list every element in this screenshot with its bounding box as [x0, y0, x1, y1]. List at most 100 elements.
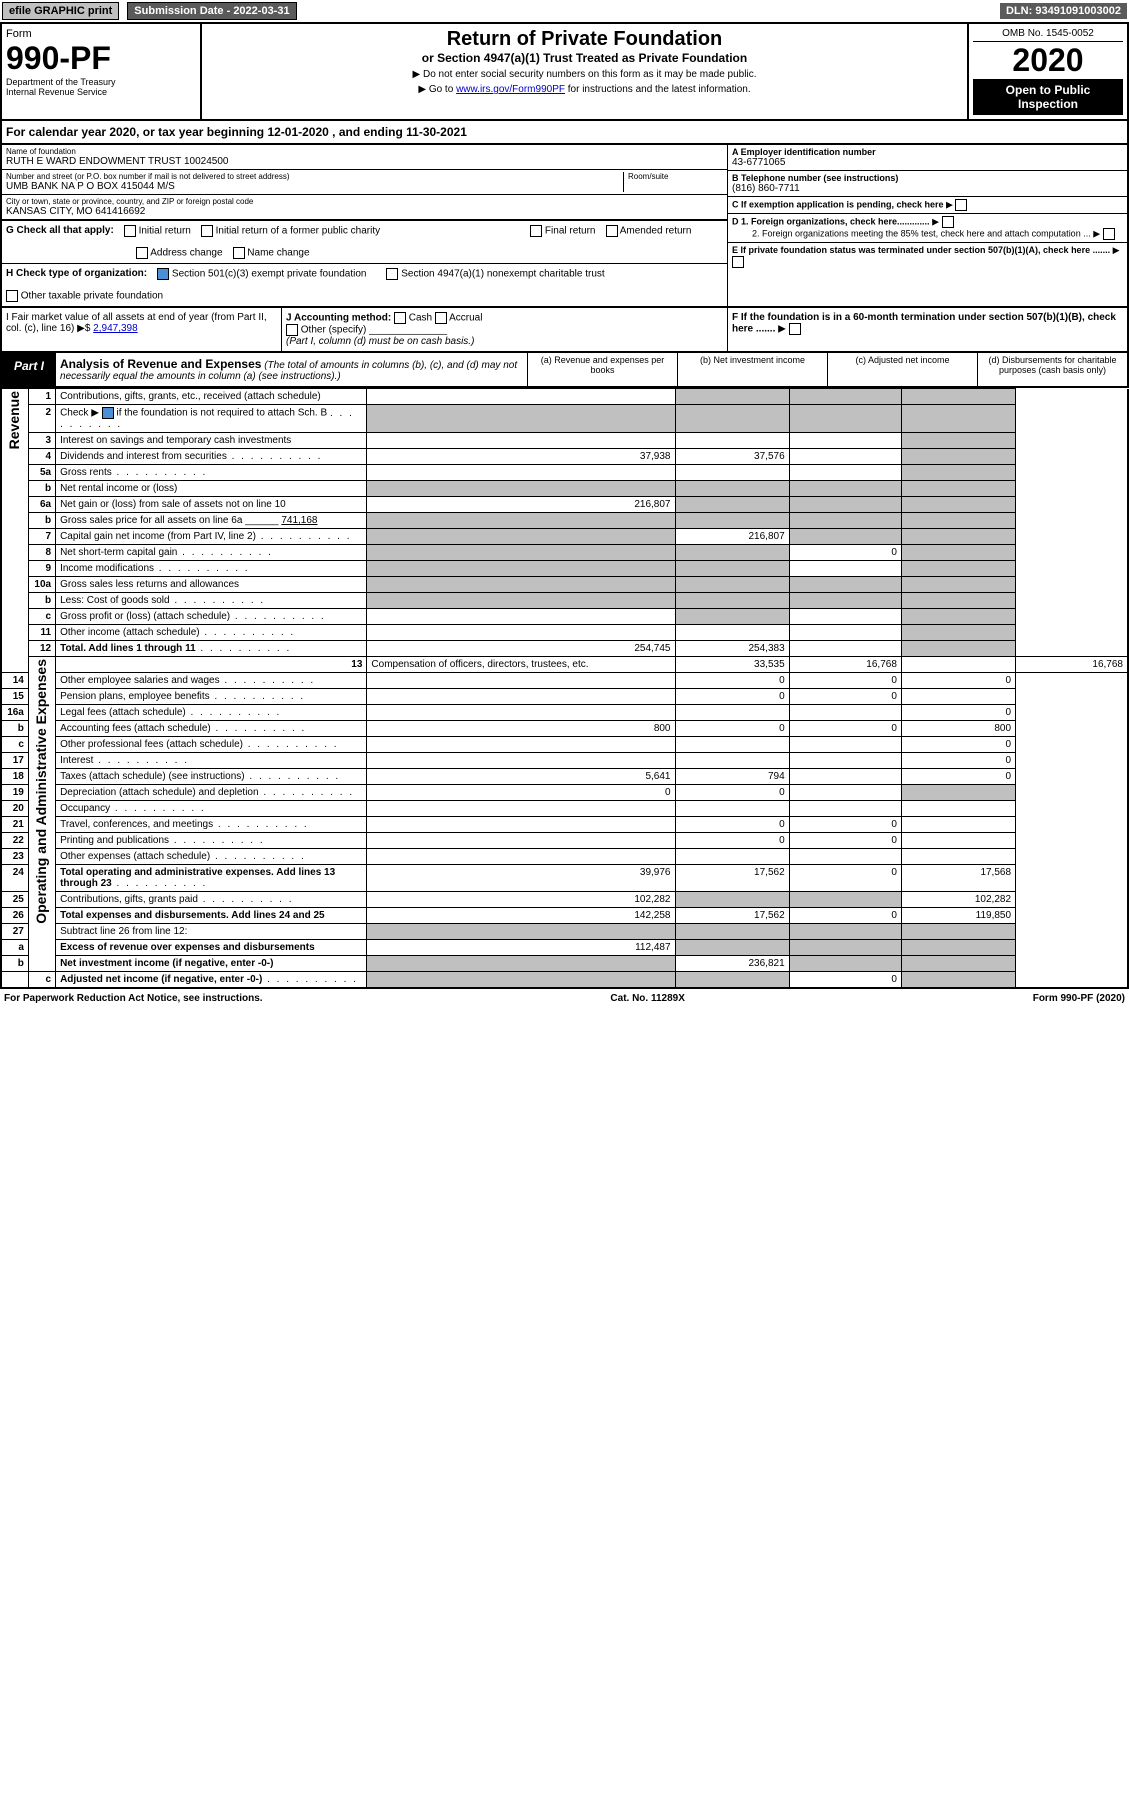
row-4: Dividends and interest from securities — [56, 449, 367, 465]
row-6b: Gross sales price for all assets on line… — [56, 513, 367, 529]
r8-c: 0 — [789, 545, 901, 561]
accrual-label: Accrual — [449, 313, 482, 324]
paperwork-notice: For Paperwork Reduction Act Notice, see … — [4, 993, 263, 1004]
r16b-d: 800 — [901, 721, 1015, 737]
city-state-zip: KANSAS CITY, MO 641416692 — [6, 206, 723, 217]
d1-label: D 1. Foreign organizations, check here..… — [732, 216, 1123, 228]
part1-title: Analysis of Revenue and Expenses — [60, 357, 261, 371]
d2-label: 2. Foreign organizations meeting the 85%… — [732, 228, 1123, 240]
row-12: Total. Add lines 1 through 11 — [56, 641, 367, 657]
g-label: G Check all that apply: — [6, 225, 114, 237]
r6b-val: 741,168 — [281, 515, 317, 526]
dept-label: Department of the Treasury — [6, 77, 196, 87]
r12-b: 254,383 — [675, 641, 789, 657]
col-c-header: (c) Adjusted net income — [827, 353, 977, 386]
col-d-header: (d) Disbursements for charitable purpose… — [977, 353, 1127, 386]
j-label: J Accounting method: — [286, 313, 391, 324]
r15-c: 0 — [789, 689, 901, 705]
r26-b: 17,562 — [675, 908, 789, 924]
c-checkbox[interactable] — [955, 199, 967, 211]
sch-b-checkbox[interactable] — [102, 407, 114, 419]
row-8: Net short-term capital gain — [56, 545, 367, 561]
dln-label: DLN: 93491091003002 — [1000, 3, 1127, 19]
name-change-checkbox[interactable] — [233, 247, 245, 259]
r13-d: 16,768 — [1016, 657, 1128, 673]
r24-d: 17,568 — [901, 865, 1015, 892]
r26-a: 142,258 — [367, 908, 675, 924]
r21-c: 0 — [789, 817, 901, 833]
e-label: E If private foundation status was termi… — [732, 245, 1110, 255]
f-checkbox[interactable] — [789, 323, 801, 335]
r22-c: 0 — [789, 833, 901, 849]
initial-return-checkbox[interactable] — [124, 225, 136, 237]
r27a-a: 112,487 — [367, 940, 675, 956]
d2-checkbox[interactable] — [1103, 228, 1115, 240]
row-1: Contributions, gifts, grants, etc., rece… — [56, 389, 367, 405]
r15-b: 0 — [675, 689, 789, 705]
row-16c: Other professional fees (attach schedule… — [56, 737, 367, 753]
other-method-checkbox[interactable] — [286, 324, 298, 336]
r16c-d: 0 — [901, 737, 1015, 753]
r25-d: 102,282 — [901, 892, 1015, 908]
r18-d: 0 — [901, 769, 1015, 785]
row-20: Occupancy — [56, 801, 367, 817]
row-26: Total expenses and disbursements. Add li… — [56, 908, 367, 924]
r16b-b: 0 — [675, 721, 789, 737]
instr2-post: for instructions and the latest informat… — [565, 84, 751, 95]
cat-no: Cat. No. 11289X — [610, 993, 684, 1004]
r13-a: 33,535 — [675, 657, 789, 673]
row-10b: Less: Cost of goods sold — [56, 593, 367, 609]
calendar-year-row: For calendar year 2020, or tax year begi… — [0, 119, 1129, 143]
r27c-c: 0 — [789, 972, 901, 989]
fmv-value-link[interactable]: 2,947,398 — [93, 323, 138, 334]
page-footer: For Paperwork Reduction Act Notice, see … — [0, 989, 1129, 1008]
row-22: Printing and publications — [56, 833, 367, 849]
top-bar: efile GRAPHIC print Submission Date - 20… — [0, 0, 1129, 22]
row-2: Check ▶ if the foundation is not require… — [56, 405, 367, 433]
cash-label: Cash — [409, 313, 432, 324]
form-word: Form — [6, 28, 196, 40]
amended-return-checkbox[interactable] — [606, 225, 618, 237]
addr-change-checkbox[interactable] — [136, 247, 148, 259]
efile-print-button[interactable]: efile GRAPHIC print — [2, 2, 119, 20]
501c3-label: Section 501(c)(3) exempt private foundat… — [172, 269, 367, 280]
4947-checkbox[interactable] — [386, 268, 398, 280]
row-9: Income modifications — [56, 561, 367, 577]
initial-former-checkbox[interactable] — [201, 225, 213, 237]
addr-label: Number and street (or P.O. box number if… — [6, 172, 623, 181]
r17-d: 0 — [901, 753, 1015, 769]
accrual-checkbox[interactable] — [435, 312, 447, 324]
r24-a: 39,976 — [367, 865, 675, 892]
row-25: Contributions, gifts, grants paid — [56, 892, 367, 908]
cash-checkbox[interactable] — [394, 312, 406, 324]
other-taxable-checkbox[interactable] — [6, 290, 18, 302]
row-10c: Gross profit or (loss) (attach schedule) — [56, 609, 367, 625]
form-title: Return of Private Foundation — [206, 28, 963, 51]
name-label: Name of foundation — [6, 147, 723, 156]
final-return-checkbox[interactable] — [530, 225, 542, 237]
row-3: Interest on savings and temporary cash i… — [56, 433, 367, 449]
form-ref: Form 990-PF (2020) — [1033, 993, 1125, 1004]
expenses-side-label: Operating and Administrative Expenses — [33, 659, 49, 924]
r16b-a: 800 — [367, 721, 675, 737]
h-label: H Check type of organization: — [6, 268, 147, 280]
initial-label: Initial return — [139, 226, 191, 237]
row-18: Taxes (attach schedule) (see instruction… — [56, 769, 367, 785]
addr-change-label: Address change — [150, 248, 222, 259]
c-label: C If exemption application is pending, c… — [732, 199, 944, 209]
fmv-row: I Fair market value of all assets at end… — [0, 306, 1129, 352]
r14-c: 0 — [789, 673, 901, 689]
r16b-c: 0 — [789, 721, 901, 737]
row-27b: Net investment income (if negative, ente… — [56, 956, 367, 972]
phone-value: (816) 860-7711 — [732, 183, 1123, 194]
r4-b: 37,576 — [675, 449, 789, 465]
form-header: Form 990-PF Department of the Treasury I… — [0, 22, 1129, 119]
501c3-checkbox[interactable] — [157, 268, 169, 280]
irs-link[interactable]: www.irs.gov/Form990PF — [456, 84, 565, 95]
tax-year: 2020 — [973, 42, 1123, 79]
instr-1: ▶ Do not enter social security numbers o… — [206, 69, 963, 80]
e-checkbox[interactable] — [732, 256, 744, 268]
submission-date-label: Submission Date - 2022-03-31 — [127, 2, 296, 20]
d1-checkbox[interactable] — [942, 216, 954, 228]
r16a-d: 0 — [901, 705, 1015, 721]
